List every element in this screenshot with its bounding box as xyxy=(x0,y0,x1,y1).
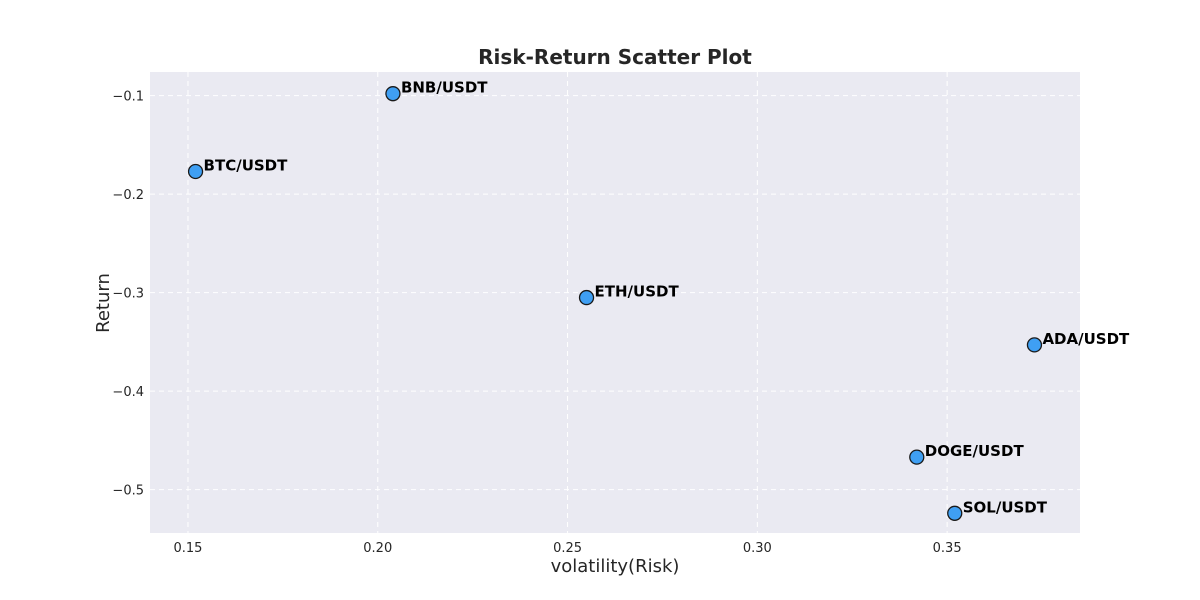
chart-title: Risk-Return Scatter Plot xyxy=(478,45,752,69)
x-axis-label: volatility(Risk) xyxy=(551,556,680,577)
data-point xyxy=(909,449,925,465)
data-point xyxy=(187,163,204,180)
y-axis-label: Return xyxy=(93,273,114,333)
point-label: DOGE/USDT xyxy=(925,442,1025,460)
x-tick-label: 0.25 xyxy=(553,541,582,556)
data-point xyxy=(578,289,595,306)
y-tick-label: −0.4 xyxy=(112,385,144,400)
point-label: ADA/USDT xyxy=(1042,330,1130,348)
data-point xyxy=(947,505,963,521)
plot-area xyxy=(150,72,1080,533)
point-label: ETH/USDT xyxy=(595,283,680,301)
point-label: BNB/USDT xyxy=(401,79,488,97)
x-tick-label: 0.35 xyxy=(933,541,962,556)
x-tick-label: 0.15 xyxy=(173,541,202,556)
y-tick-label: −0.2 xyxy=(112,188,144,203)
y-tick-label: −0.3 xyxy=(112,287,144,302)
y-tick-label: −0.1 xyxy=(112,90,144,105)
data-points: BNB/USDT BTC/USDT ETH/USDT ADA/USDT DOGE/USD… xyxy=(187,79,1130,521)
x-axis-ticks: 0.15 0.20 0.25 0.30 0.35 xyxy=(173,541,961,556)
data-point xyxy=(1026,337,1043,353)
grid xyxy=(150,72,1080,533)
point-label: BTC/USDT xyxy=(204,156,289,174)
x-tick-label: 0.20 xyxy=(363,541,392,556)
data-point xyxy=(385,86,401,102)
x-tick-label: 0.30 xyxy=(743,541,772,556)
y-axis-ticks: −0.1 −0.2 −0.3 −0.4 −0.5 xyxy=(112,90,144,499)
y-tick-label: −0.5 xyxy=(112,484,144,499)
point-label: SOL/USDT xyxy=(963,498,1048,516)
